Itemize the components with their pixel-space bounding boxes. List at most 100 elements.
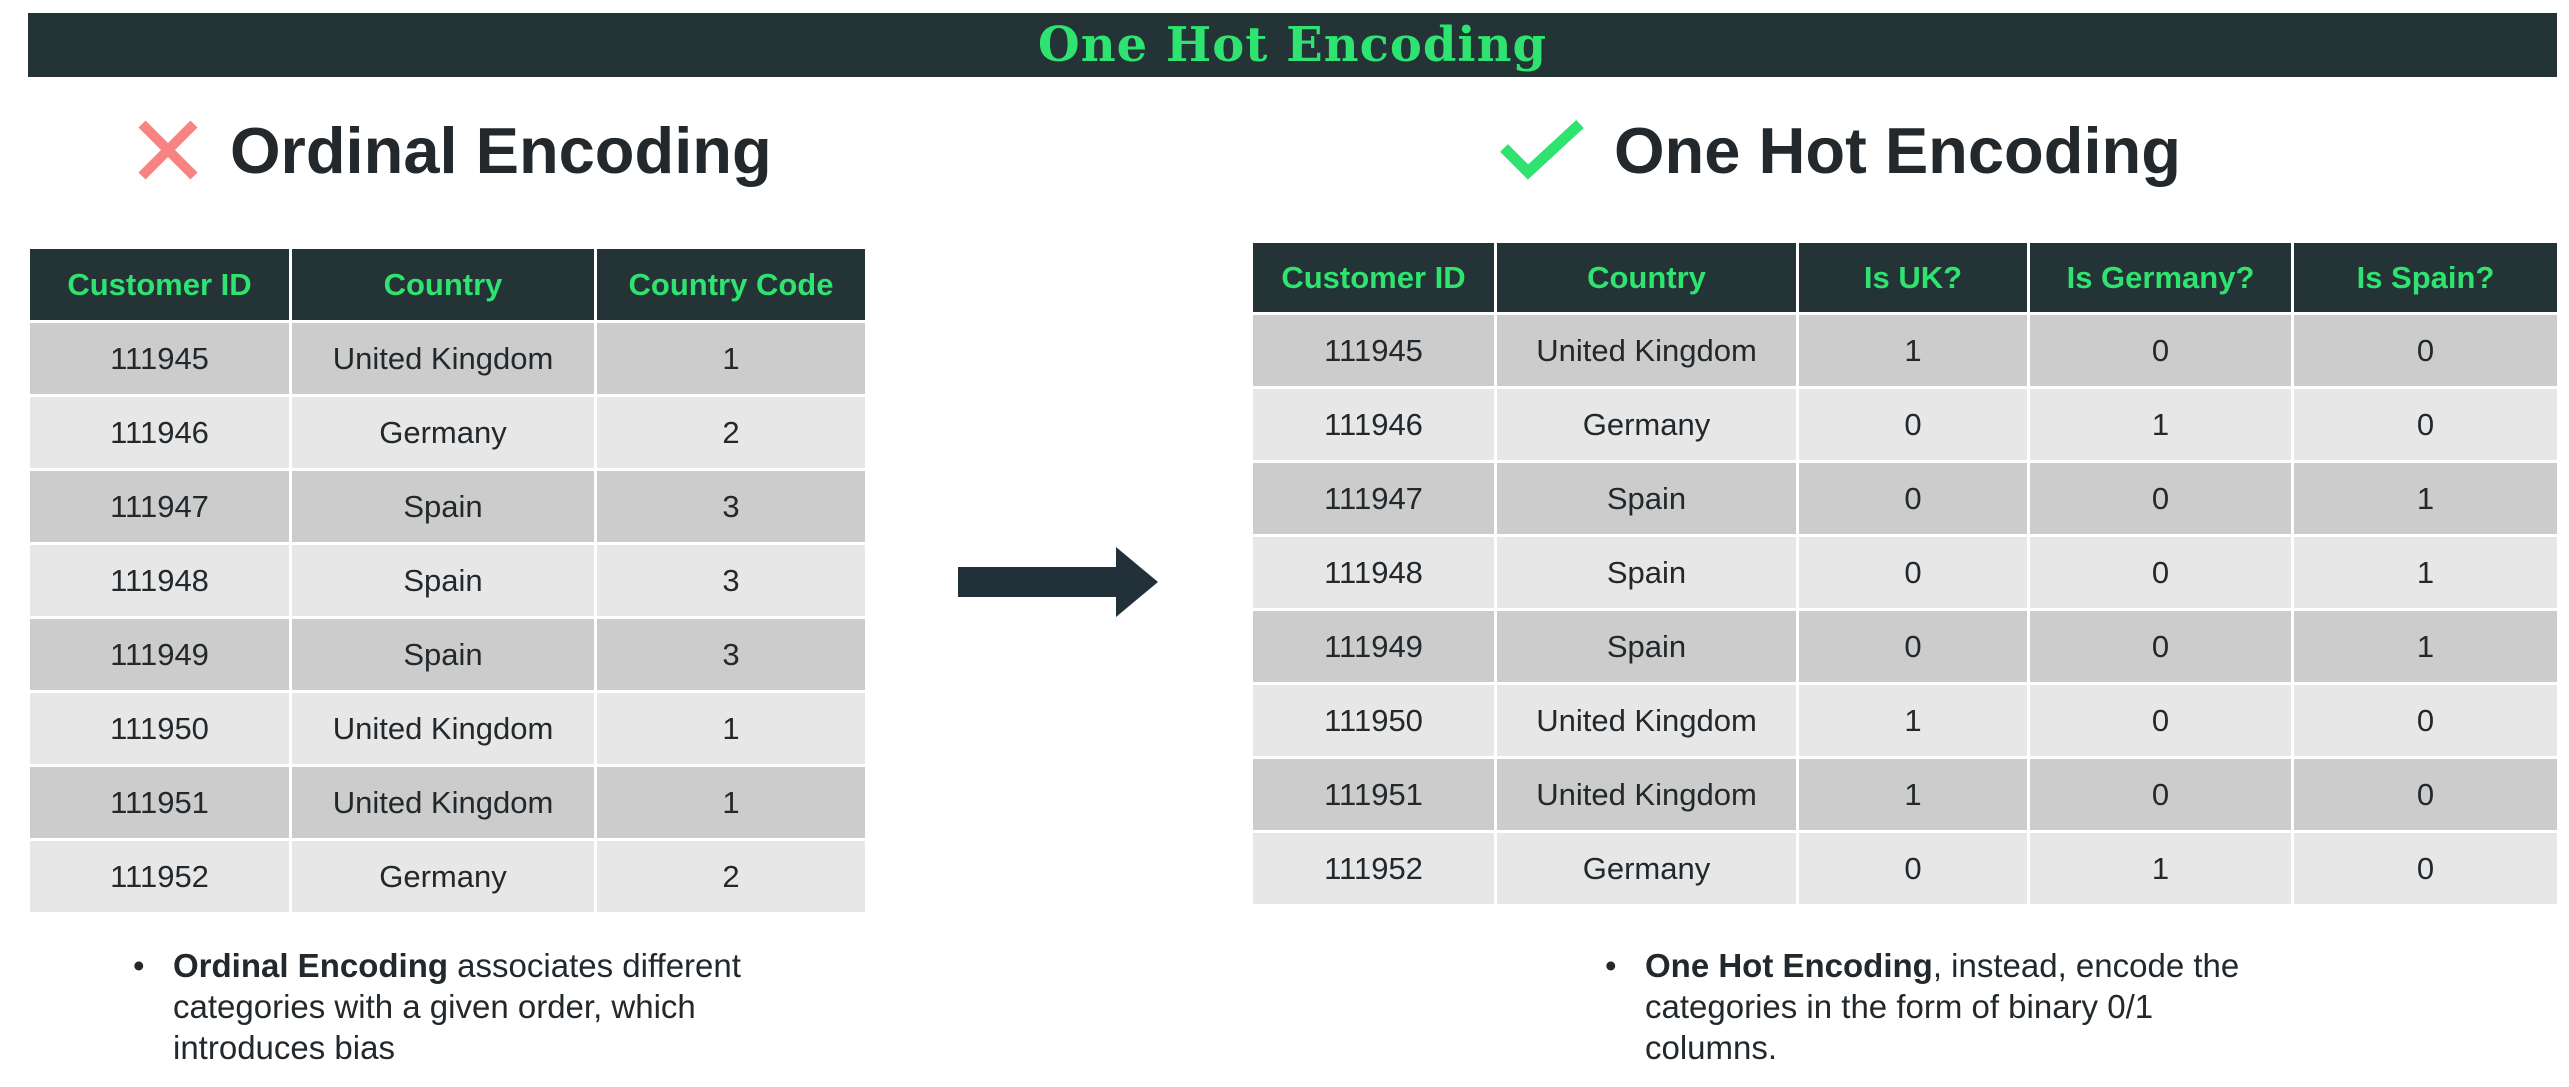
column-header: Is Germany? (2027, 240, 2294, 315)
table-cell: 0 (2027, 312, 2294, 389)
table-row: 111952 Germany 2 (27, 838, 868, 915)
table-cell: Spain (289, 468, 597, 545)
table-cell: Germany (1494, 830, 1799, 907)
table-cell: 0 (1796, 534, 2030, 611)
table-row: 111952 Germany 0 1 0 (1250, 830, 2560, 907)
table-row: 111950 United Kingdom 1 (27, 690, 868, 767)
table-cell: 0 (2291, 830, 2560, 907)
table-cell: 0 (2027, 608, 2294, 685)
table-cell: 0 (2291, 386, 2560, 463)
table-cell: 1 (1796, 682, 2030, 759)
table-cell: 111946 (27, 394, 292, 471)
right-arrow-icon (958, 547, 1158, 617)
onehot-table: Customer ID Country Is UK? Is Germany? I… (1250, 240, 2560, 907)
table-cell: Spain (289, 616, 597, 693)
column-header: Is UK? (1796, 240, 2030, 315)
table-cell: 1 (2291, 460, 2560, 537)
table-cell: 111948 (1250, 534, 1497, 611)
table-row: 111948 Spain 0 0 1 (1250, 534, 2560, 611)
table-row: 111947 Spain 3 (27, 468, 868, 545)
table-cell: United Kingdom (289, 764, 597, 841)
table-cell: 111945 (1250, 312, 1497, 389)
table-header-row: Customer ID Country Is UK? Is Germany? I… (1250, 240, 2560, 315)
table-cell: 2 (594, 838, 868, 915)
table-cell: Spain (289, 542, 597, 619)
table-cell: Spain (1494, 534, 1799, 611)
table-cell: United Kingdom (1494, 756, 1799, 833)
table-cell: 1 (594, 320, 868, 397)
table-cell: 111950 (27, 690, 292, 767)
table-cell: 3 (594, 542, 868, 619)
table-cell: 0 (2027, 534, 2294, 611)
table-cell: 111947 (1250, 460, 1497, 537)
onehot-title: One Hot Encoding (1614, 113, 2181, 187)
checkmark-icon (1500, 119, 1584, 180)
table-row: 111951 United Kingdom 1 0 0 (1250, 756, 2560, 833)
column-header: Country (289, 246, 597, 323)
table-cell: 0 (2291, 682, 2560, 759)
table-cell: 0 (2027, 756, 2294, 833)
table-cell: 0 (2027, 682, 2294, 759)
table-cell: 3 (594, 616, 868, 693)
column-header: Customer ID (1250, 240, 1497, 315)
table-cell: 111951 (27, 764, 292, 841)
table-cell: 2 (594, 394, 868, 471)
table-cell: 1 (594, 764, 868, 841)
table-cell: 111950 (1250, 682, 1497, 759)
table-cell: 111951 (1250, 756, 1497, 833)
table-row: 111951 United Kingdom 1 (27, 764, 868, 841)
table-cell: Germany (289, 838, 597, 915)
table-row: 111946 Germany 0 1 0 (1250, 386, 2560, 463)
table-cell: 3 (594, 468, 868, 545)
table-row: 111945 United Kingdom 1 0 0 (1250, 312, 2560, 389)
table-cell: 0 (2291, 312, 2560, 389)
table-cell: 1 (2027, 386, 2294, 463)
table-row: 111949 Spain 0 0 1 (1250, 608, 2560, 685)
table-cell: Spain (1494, 608, 1799, 685)
table-cell: 111952 (1250, 830, 1497, 907)
table-cell: Germany (1494, 386, 1799, 463)
table-cell: 0 (1796, 460, 2030, 537)
table-row: 111946 Germany 2 (27, 394, 868, 471)
column-header: Country (1494, 240, 1799, 315)
table-cell: 111946 (1250, 386, 1497, 463)
ordinal-heading: Ordinal Encoding (136, 110, 772, 190)
ordinal-title: Ordinal Encoding (230, 113, 772, 187)
cross-icon (138, 120, 198, 180)
table-cell: 1 (2291, 534, 2560, 611)
table-row: 111945 United Kingdom 1 (27, 320, 868, 397)
note-bold-term: One Hot Encoding (1645, 947, 1933, 984)
table-cell: 0 (1796, 386, 2030, 463)
table-cell: 0 (1796, 608, 2030, 685)
table-cell: 0 (2291, 756, 2560, 833)
table-cell: 1 (594, 690, 868, 767)
table-cell: 111945 (27, 320, 292, 397)
table-cell: 111947 (27, 468, 292, 545)
column-header: Customer ID (27, 246, 292, 323)
table-cell: 1 (2291, 608, 2560, 685)
ordinal-note: • Ordinal Encoding associates different … (133, 945, 793, 1068)
table-cell: 1 (2027, 830, 2294, 907)
note-bold-term: Ordinal Encoding (173, 947, 449, 984)
table-cell: 0 (1796, 830, 2030, 907)
table-cell: United Kingdom (289, 320, 597, 397)
table-row: 111949 Spain 3 (27, 616, 868, 693)
table-cell: 111949 (1250, 608, 1497, 685)
table-cell: 111948 (27, 542, 292, 619)
table-cell: 111952 (27, 838, 292, 915)
ordinal-table: Customer ID Country Country Code 111945 … (27, 246, 868, 915)
table-row: 111947 Spain 0 0 1 (1250, 460, 2560, 537)
note-text: , instead, encode the categories in the … (1645, 947, 2240, 1066)
table-cell: United Kingdom (289, 690, 597, 767)
banner-title: One Hot Encoding (1037, 17, 1548, 73)
table-cell: 1 (1796, 312, 2030, 389)
table-cell: 1 (1796, 756, 2030, 833)
onehot-note: • One Hot Encoding, instead, encode the … (1605, 945, 2265, 1068)
table-cell: United Kingdom (1494, 312, 1799, 389)
table-header-row: Customer ID Country Country Code (27, 246, 868, 323)
table-cell: Germany (289, 394, 597, 471)
table-cell: United Kingdom (1494, 682, 1799, 759)
table-cell: 0 (2027, 460, 2294, 537)
column-header: Is Spain? (2291, 240, 2560, 315)
title-banner: One Hot Encoding (28, 13, 2557, 77)
